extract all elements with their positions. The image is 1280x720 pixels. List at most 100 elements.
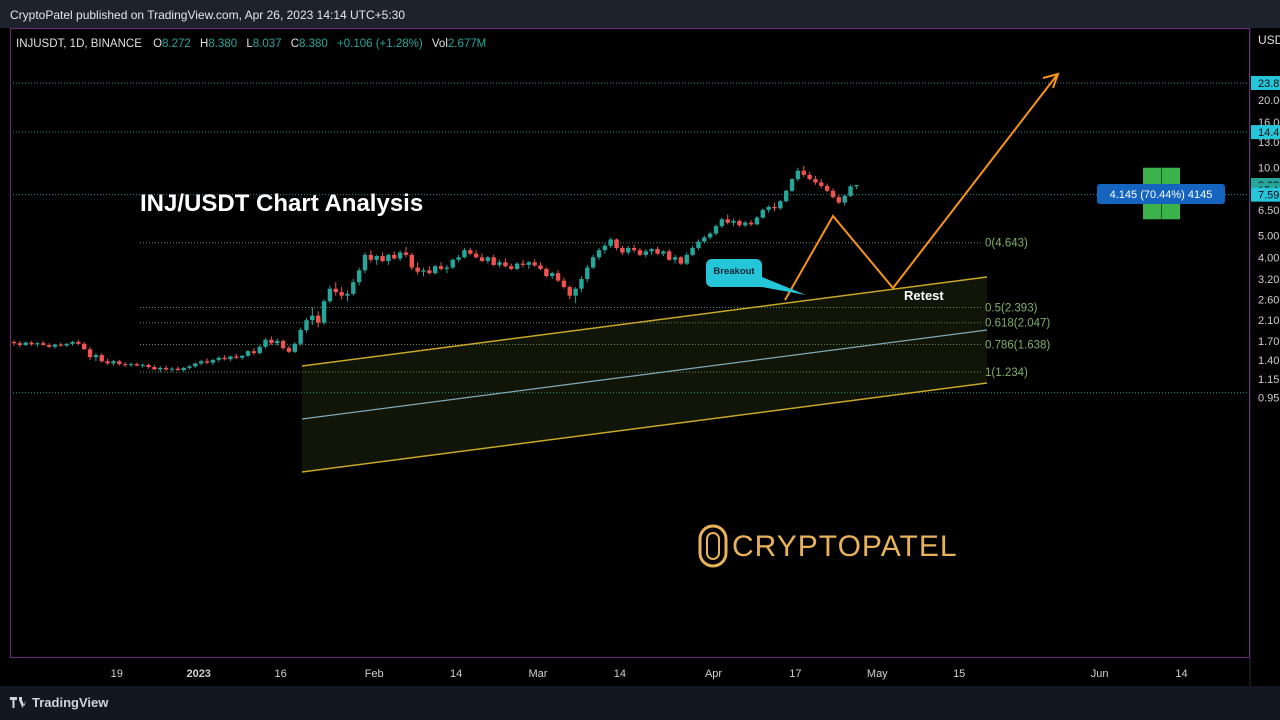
x-tick-label: 15 (953, 668, 965, 680)
channel-upper (301, 276, 988, 367)
candle-body (778, 201, 783, 209)
candle-body (117, 361, 122, 365)
breakout-label: Breakout (713, 266, 755, 277)
candle-body (514, 263, 520, 269)
candle-body (784, 190, 789, 202)
candle-body (234, 356, 239, 358)
candle-body (450, 259, 455, 268)
y-tick-label: 16.00 (1258, 117, 1280, 129)
fib-label: 0.786(1.638) (985, 340, 1050, 352)
candle-body (801, 170, 806, 175)
candle-body (795, 170, 801, 180)
candle-body (82, 343, 87, 350)
candle-body (473, 253, 479, 258)
candle-body (128, 364, 134, 366)
candle-body (356, 270, 362, 283)
candle-body (713, 226, 719, 234)
candle-body (596, 250, 602, 258)
candle-body (292, 343, 297, 352)
candle-body (345, 293, 350, 296)
candle-body (134, 364, 140, 366)
legend-high: 8.380 (208, 38, 237, 50)
candle-body (351, 282, 356, 294)
candle-body (520, 263, 526, 265)
candle-body (397, 252, 403, 259)
y-tick-label: 1.15 (1258, 374, 1279, 386)
candle-body (368, 254, 374, 260)
candle-body (380, 256, 385, 262)
watermark-logo: CRYPTOPATEL (698, 524, 957, 568)
candle-body (573, 288, 578, 296)
candle-body (456, 257, 461, 260)
candle-body (702, 237, 707, 242)
candle-body (608, 239, 613, 246)
candle-body (719, 219, 725, 227)
candle-body (667, 251, 672, 260)
y-tick-label: 4.00 (1258, 252, 1279, 264)
price-tag-label: 14.4 (1258, 127, 1279, 139)
candle-body (579, 279, 584, 289)
candle-body (491, 257, 496, 265)
candle-body (631, 247, 637, 251)
y-tick-label: 10.00 (1258, 163, 1280, 175)
channel-midline (301, 329, 988, 420)
candle-body (707, 233, 713, 238)
measure-badge (1097, 184, 1225, 204)
candle-body (158, 367, 163, 370)
candle-body (29, 342, 34, 345)
candle-body (58, 344, 63, 346)
projection-path (784, 74, 1058, 301)
y-tick-label: 3.20 (1258, 274, 1279, 286)
legend-low: 8.037 (253, 38, 282, 50)
candle-body (392, 254, 397, 259)
candle-body (550, 273, 555, 277)
candle-body (590, 257, 596, 268)
candle-body (854, 185, 859, 187)
candle-body (339, 292, 344, 296)
candle-body (532, 262, 537, 266)
candle-body (70, 342, 75, 344)
candle-body (199, 361, 204, 364)
candle-body (743, 222, 748, 226)
candle-body (251, 351, 257, 354)
y-tick-label: 5.00 (1258, 230, 1279, 242)
candle-body (41, 343, 46, 345)
candle-body (690, 247, 695, 255)
candle-body (310, 315, 315, 321)
horizontal-levels (10, 82, 1249, 394)
breakout-callout (706, 259, 806, 295)
candle-body (193, 363, 198, 367)
candle-body (23, 342, 28, 345)
y-tick-label: 6.50 (1258, 205, 1279, 217)
candle-body (561, 280, 567, 288)
candle-body (87, 349, 93, 358)
candle-body (35, 343, 40, 345)
legend-close: 8.380 (299, 38, 328, 50)
candle-body (485, 257, 491, 262)
candle-body (696, 241, 701, 248)
y-tick-label: 20.00 (1258, 95, 1280, 107)
publish-header: CryptoPatel published on TradingView.com… (0, 0, 1280, 28)
candle-body (76, 342, 81, 344)
candle-body (737, 220, 742, 226)
candle-body (122, 364, 128, 366)
x-tick-label: Feb (365, 668, 384, 680)
x-tick-label: 2023 (186, 668, 210, 680)
candle-body (842, 195, 847, 203)
publish-header-text: CryptoPatel published on TradingView.com… (10, 8, 406, 22)
fib-label: 0(4.643) (985, 238, 1028, 250)
price-tag (1251, 125, 1280, 140)
candle-body (187, 366, 192, 368)
candle-body (99, 355, 104, 362)
x-tick-label: Jun (1091, 668, 1109, 680)
candle-body (304, 320, 309, 331)
x-tick-label: 16 (274, 668, 286, 680)
candle-body (409, 254, 414, 268)
candle-body (421, 270, 426, 272)
projection-arrowhead (1042, 72, 1060, 89)
candle-body (386, 254, 391, 262)
candle-body (468, 250, 473, 254)
legend-change: +0.106 (+1.28%) (337, 38, 423, 50)
candle-body (105, 361, 110, 364)
